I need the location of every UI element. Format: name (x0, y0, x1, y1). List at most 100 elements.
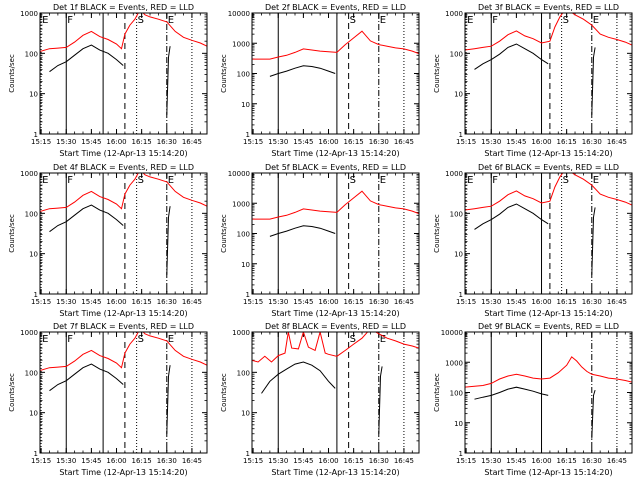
lld-rate-line (465, 13, 632, 51)
y-tick-label: 1000 (232, 200, 250, 208)
event-marker-label: S (350, 334, 356, 345)
plot-frame (464, 172, 633, 295)
event-marker-label: E (593, 175, 599, 186)
lld-rate-line (465, 356, 632, 388)
plot-frame (251, 12, 420, 135)
x-tick-label: 16:45 (182, 457, 202, 465)
detector-panel: Det 5f BLACK = Events, RED = LLD Counts/s… (220, 163, 420, 318)
x-tick-label: 16:15 (344, 457, 364, 465)
event-marker-label: F (492, 15, 498, 26)
x-axis-label: Start Time (12-Apr-13 15:14:20) (484, 149, 612, 158)
panel-title: Det 6f BLACK = Events, RED = LLD (478, 163, 619, 172)
y-axis-label: Counts/sec (8, 373, 16, 412)
event-marker-label: F (67, 175, 73, 186)
x-tick-label: 16:15 (344, 298, 364, 306)
plot-frame (39, 12, 208, 135)
x-tick-label: 16:30 (157, 457, 177, 465)
x-tick-label: 15:30 (56, 457, 76, 465)
y-axis-label: Counts/sec (8, 54, 16, 93)
y-tick-label: 10000 (228, 10, 250, 18)
event-marker-label: S (350, 175, 356, 186)
lld-rate-line (465, 173, 632, 211)
x-tick-label: 15:45 (81, 457, 101, 465)
event-rate-line (474, 386, 549, 400)
event-marker-label: E (380, 15, 386, 26)
y-axis-label: Counts/sec (220, 373, 228, 412)
lld-rate-line (40, 332, 207, 372)
lld-rate-line (40, 173, 207, 213)
x-tick-label: 15:30 (481, 298, 501, 306)
x-tick-label: 15:15 (31, 298, 51, 306)
event-marker-label: E (467, 15, 473, 26)
x-tick-label: 15:30 (268, 298, 288, 306)
event-marker-label: S (563, 15, 569, 26)
y-axis-label: Counts/sec (433, 214, 441, 253)
x-tick-label: 16:15 (132, 457, 152, 465)
lld-rate-line (252, 30, 419, 60)
x-tick-label: 15:45 (506, 457, 526, 465)
detector-panel: Det 2f BLACK = Events, RED = LLD Counts/s… (220, 3, 420, 158)
x-tick-label: 15:30 (268, 457, 288, 465)
y-tick-label: 10 (241, 261, 250, 269)
y-tick-label: 100 (25, 50, 38, 58)
y-tick-label: 1000 (232, 40, 250, 48)
panel-title: Det 7f BLACK = Events, RED = LLD (53, 322, 194, 331)
event-rate-line (378, 366, 383, 434)
y-tick-label: 100 (450, 50, 463, 58)
x-tick-label: 15:30 (56, 138, 76, 146)
x-tick-label: 16:00 (106, 298, 126, 306)
event-rate-line (261, 361, 336, 394)
x-tick-label: 16:15 (557, 138, 577, 146)
event-rate-line (166, 365, 171, 434)
x-tick-label: 16:45 (394, 457, 414, 465)
event-marker-label: E (467, 175, 473, 186)
event-rate-line (49, 363, 124, 392)
event-marker-label: F (67, 15, 73, 26)
x-tick-label: 16:30 (582, 298, 602, 306)
y-tick-label: 100 (450, 210, 463, 218)
event-marker-label: E (380, 334, 386, 345)
x-tick-label: 15:15 (31, 138, 51, 146)
plot-frame (39, 331, 208, 454)
x-axis-label: Start Time (12-Apr-13 15:14:20) (59, 149, 187, 158)
x-tick-label: 16:45 (607, 138, 627, 146)
plot-frame (251, 331, 420, 454)
x-axis-label: Start Time (12-Apr-13 15:14:20) (484, 309, 612, 318)
event-marker-label: S (138, 15, 144, 26)
y-tick-label: 100 (237, 369, 250, 377)
y-tick-label: 1000 (20, 170, 38, 178)
event-marker-label: E (42, 175, 48, 186)
x-tick-label: 16:45 (607, 457, 627, 465)
x-tick-label: 16:00 (318, 298, 338, 306)
x-axis-label: Start Time (12-Apr-13 15:14:20) (484, 468, 612, 477)
event-marker-label: E (593, 15, 599, 26)
panel-title: Det 2f BLACK = Events, RED = LLD (265, 3, 406, 12)
y-axis-label: Counts/sec (220, 214, 228, 253)
x-tick-label: 15:15 (243, 138, 263, 146)
event-marker-label: S (138, 334, 144, 345)
x-tick-label: 15:45 (506, 138, 526, 146)
event-marker-label: F (67, 334, 73, 345)
x-axis-label: Start Time (12-Apr-13 15:14:20) (59, 309, 187, 318)
x-tick-label: 16:30 (582, 457, 602, 465)
y-tick-label: 1000 (20, 329, 38, 337)
y-tick-label: 10 (29, 251, 38, 259)
y-tick-label: 10 (454, 91, 463, 99)
y-tick-label: 100 (25, 210, 38, 218)
y-tick-label: 1 (459, 450, 463, 458)
x-tick-label: 16:00 (531, 457, 551, 465)
y-axis-label: Counts/sec (8, 214, 16, 253)
event-marker-label: E (168, 175, 174, 186)
x-tick-label: 16:30 (157, 138, 177, 146)
y-tick-label: 1000 (232, 329, 250, 337)
panel-title: Det 8f BLACK = Events, RED = LLD (265, 322, 406, 331)
lld-rate-line (40, 13, 207, 53)
detector-panel: Det 9f BLACK = Events, RED = LLD Counts/s… (433, 322, 633, 477)
event-rate-line (49, 204, 124, 233)
event-marker-label: F (492, 175, 498, 186)
detector-panel: Det 7f BLACK = Events, RED = LLD Counts/s… (8, 322, 208, 477)
x-tick-label: 16:00 (106, 457, 126, 465)
y-tick-label: 1 (246, 131, 250, 139)
panel-title: Det 1f BLACK = Events, RED = LLD (53, 3, 194, 12)
x-tick-label: 15:30 (268, 138, 288, 146)
